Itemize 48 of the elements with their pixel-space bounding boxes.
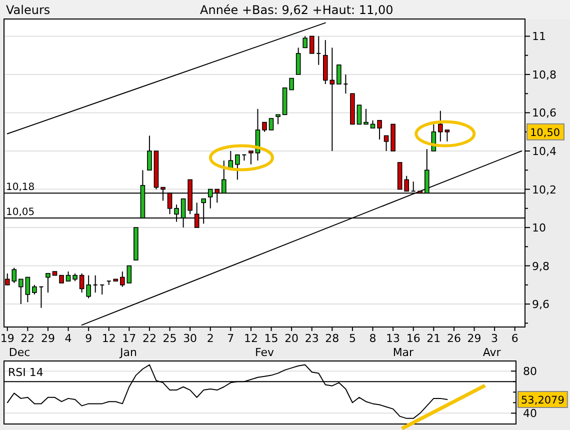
x-tick-label: 29 — [40, 332, 55, 345]
y-tick-label: 40 — [523, 407, 537, 420]
y-tick-label: 10,2 — [532, 183, 556, 196]
x-tick-label: 12 — [244, 332, 258, 345]
y-tick-label: 80 — [523, 365, 537, 378]
text: Dec — [8, 346, 30, 359]
x-tick-label: 16 — [406, 332, 420, 345]
text: Mar — [392, 346, 414, 359]
x-tick-label: 2 — [206, 332, 214, 345]
x-tick-label: 28 — [325, 332, 340, 345]
text: Avr — [482, 346, 502, 359]
x-tick-label: 7 — [227, 332, 234, 345]
y-tick-label: 11 — [532, 30, 546, 44]
y-tick-label: 10,6 — [532, 106, 556, 120]
x-tick-label: 9 — [85, 332, 92, 345]
x-tick-label: 25 — [162, 332, 177, 345]
text: Fev — [254, 346, 274, 359]
y-tick-label: 9,8 — [532, 260, 550, 273]
ref-line-label: 10,05 — [6, 206, 35, 218]
x-tick-label: 20 — [284, 332, 299, 345]
chart-title: Valeurs — [6, 3, 50, 17]
x-tick-label: 29 — [467, 332, 482, 345]
x-tick-label: 8 — [369, 332, 376, 345]
y-tick-label: 10,4 — [532, 145, 556, 158]
x-tick-label: 21 — [426, 332, 441, 345]
ref-line-label: 10,18 — [6, 182, 35, 194]
text: RSI 14 — [8, 366, 44, 379]
text: Jan — [119, 346, 137, 359]
text: 53,2079 — [521, 394, 564, 406]
y-tick-label: 10,8 — [532, 68, 556, 82]
x-tick-label: 17 — [122, 332, 136, 345]
x-tick-label: 22 — [20, 332, 35, 345]
y-tick-label: 10 — [532, 222, 546, 235]
x-tick-label: 22 — [142, 332, 156, 345]
x-tick-label: 12 — [102, 332, 116, 345]
x-tick-label: 30 — [183, 332, 198, 345]
y-tick-label: 9,6 — [532, 298, 550, 312]
x-tick-label: 3 — [491, 332, 498, 345]
x-tick-label: 19 — [0, 332, 14, 345]
x-tick-label: 26 — [446, 332, 461, 345]
x-tick-label: 13 — [386, 332, 400, 345]
annotation: 10,50 — [530, 126, 560, 139]
x-tick-label: 15 — [264, 332, 278, 345]
chart-subtitle: Année +Bas: 9,62 +Haut: 11,00 — [200, 3, 394, 17]
x-tick-label: 23 — [304, 332, 319, 345]
x-tick-label: 6 — [511, 332, 518, 345]
x-tick-label: 5 — [348, 332, 356, 345]
x-tick-label: 4 — [64, 332, 72, 345]
